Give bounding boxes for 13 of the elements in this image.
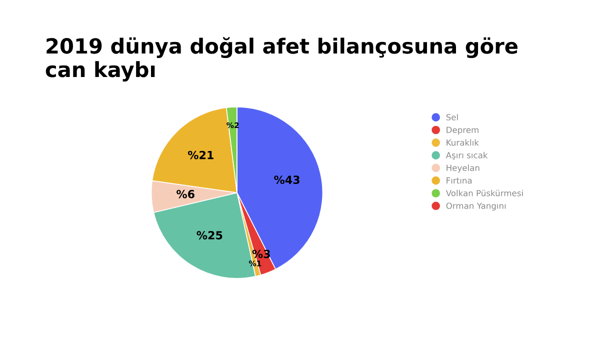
data-label: %21 <box>188 150 214 160</box>
legend-label: Orman Yangını <box>446 202 506 211</box>
legend-label: Fırtına <box>446 177 472 184</box>
data-label: %25 <box>196 231 222 240</box>
legend-label: Volkan Püskürmesi <box>446 190 523 196</box>
legend-label: Aşırı sıcak <box>446 152 488 160</box>
legend-label: Heyelan <box>446 164 480 173</box>
data-label: %6 <box>176 190 194 198</box>
legend-label: Sel <box>446 114 458 120</box>
chart-title: 2019 dünya doğal afet bilançosuna göre can kaybı <box>46 37 518 82</box>
legend-label: Deprem <box>446 126 478 135</box>
legend-label: Kuraklık <box>446 139 479 146</box>
data-label: %43 <box>274 176 300 184</box>
